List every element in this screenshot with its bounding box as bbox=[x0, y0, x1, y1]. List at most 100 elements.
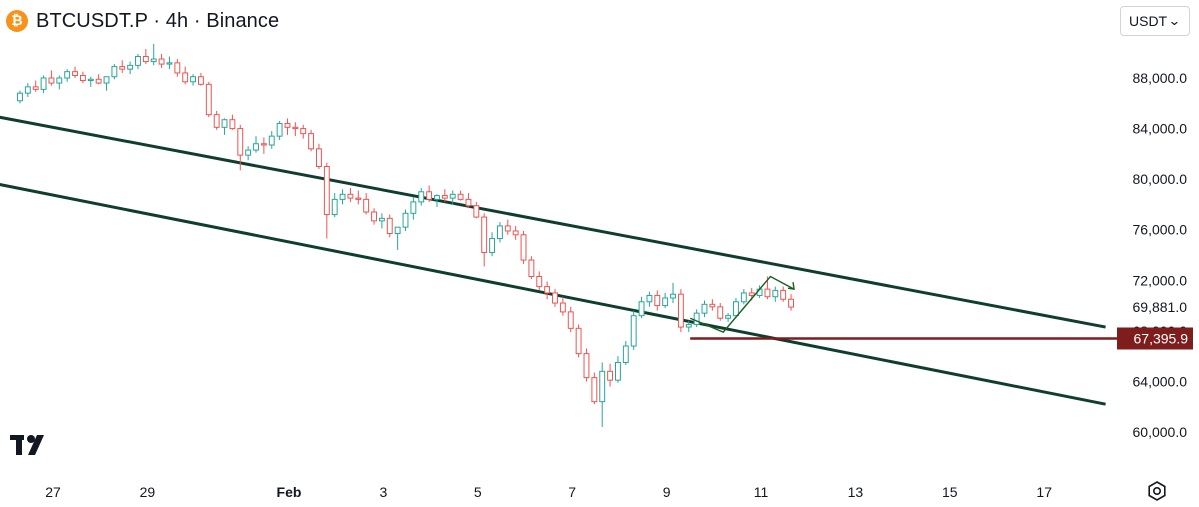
candle-body bbox=[292, 126, 299, 130]
candle bbox=[528, 256, 535, 280]
candle-body bbox=[520, 234, 527, 261]
candle bbox=[701, 300, 708, 317]
candle bbox=[308, 129, 315, 152]
candle bbox=[205, 81, 212, 118]
channel-line-lower bbox=[0, 183, 1106, 406]
candle-body bbox=[709, 303, 716, 308]
projection-line bbox=[689, 275, 795, 333]
candle bbox=[95, 74, 102, 85]
candle bbox=[190, 74, 197, 86]
candle bbox=[662, 292, 669, 309]
candle-body bbox=[772, 289, 779, 298]
candle bbox=[733, 297, 739, 319]
price-axis[interactable]: 88,000.0 84,000.0 80,000.0 76,000.0 72,000.0… bbox=[1117, 70, 1193, 440]
candle-body bbox=[426, 191, 433, 200]
candle bbox=[135, 53, 141, 70]
currency-dropdown[interactable]: USDT ⌄ bbox=[1120, 6, 1190, 36]
candle-body bbox=[638, 301, 645, 317]
candle bbox=[32, 80, 39, 92]
candle bbox=[237, 124, 244, 171]
y-tick-label: 76,000.0 bbox=[1133, 222, 1188, 238]
candle bbox=[402, 209, 409, 231]
candle bbox=[552, 289, 558, 307]
candle-body bbox=[40, 77, 47, 90]
candle bbox=[197, 72, 204, 86]
candle-body bbox=[615, 361, 621, 381]
candle bbox=[504, 219, 511, 235]
candle-body bbox=[701, 303, 708, 314]
x-tick-label: 5 bbox=[474, 484, 482, 500]
candle bbox=[772, 286, 779, 302]
candle bbox=[599, 362, 606, 427]
y-tick-label: 64,000.0 bbox=[1133, 373, 1188, 389]
candle bbox=[17, 90, 23, 104]
candle bbox=[268, 131, 275, 149]
candle bbox=[79, 71, 86, 84]
candle bbox=[292, 122, 299, 137]
candle bbox=[56, 75, 63, 90]
candle-body bbox=[394, 226, 401, 235]
x-tick-label: 13 bbox=[848, 484, 864, 500]
candle-body bbox=[237, 128, 244, 156]
candle bbox=[40, 75, 47, 94]
candle-body bbox=[654, 294, 661, 307]
candle-body bbox=[371, 211, 377, 222]
candle bbox=[64, 69, 71, 82]
candle-body bbox=[733, 301, 739, 317]
candle bbox=[300, 124, 307, 139]
currency-label: USDT bbox=[1129, 13, 1168, 29]
x-tick-label: 3 bbox=[380, 484, 388, 500]
x-tick-label: 7 bbox=[568, 484, 576, 500]
candle-body bbox=[677, 293, 684, 328]
tradingview-logo-icon[interactable] bbox=[10, 433, 50, 462]
candle bbox=[245, 146, 252, 161]
channel-line-upper bbox=[0, 115, 1106, 329]
candle bbox=[544, 281, 551, 300]
candle bbox=[127, 61, 134, 75]
candle-body bbox=[378, 217, 385, 222]
candle-body bbox=[24, 86, 31, 94]
candle-body bbox=[347, 193, 354, 199]
candle-body bbox=[544, 286, 551, 294]
candle bbox=[622, 340, 629, 365]
candle-body bbox=[260, 143, 267, 146]
candle-body bbox=[363, 198, 370, 213]
candle bbox=[253, 136, 259, 153]
candle-body bbox=[158, 58, 165, 65]
candle bbox=[607, 363, 614, 387]
candle bbox=[386, 214, 393, 238]
candle bbox=[725, 313, 732, 323]
candle-body bbox=[591, 377, 598, 403]
settings-icon[interactable] bbox=[1146, 480, 1168, 507]
candle-body bbox=[693, 312, 700, 326]
candle-body bbox=[142, 56, 149, 63]
candle-body bbox=[528, 259, 535, 277]
time-axis[interactable]: 27 29 Feb 3 5 7 9 11 13 15 17 bbox=[45, 484, 1052, 500]
candle-body bbox=[489, 238, 495, 253]
candle bbox=[418, 187, 425, 206]
candle bbox=[481, 213, 488, 267]
symbol-title[interactable]: BTCUSDT.P · 4h · Binance bbox=[36, 9, 280, 32]
candle bbox=[615, 356, 621, 383]
candle bbox=[434, 194, 440, 207]
candle-body bbox=[670, 293, 676, 299]
candle-body bbox=[190, 76, 197, 83]
candle-body bbox=[441, 195, 448, 199]
x-tick-label: Feb bbox=[277, 484, 302, 500]
candle bbox=[512, 225, 519, 240]
candle-body bbox=[457, 193, 464, 200]
candle bbox=[465, 193, 472, 209]
candle-body bbox=[182, 72, 189, 83]
candle bbox=[174, 59, 181, 77]
candle bbox=[339, 189, 346, 205]
candle-body bbox=[662, 297, 669, 307]
candle bbox=[520, 230, 527, 264]
candle-body bbox=[788, 298, 794, 308]
candle bbox=[677, 289, 684, 333]
candle-body bbox=[402, 212, 409, 228]
support-price-label: 67,395.9 bbox=[1134, 330, 1189, 346]
candle-body bbox=[386, 217, 393, 235]
candle bbox=[457, 190, 464, 201]
y-tick-label: 84,000.0 bbox=[1133, 121, 1188, 137]
